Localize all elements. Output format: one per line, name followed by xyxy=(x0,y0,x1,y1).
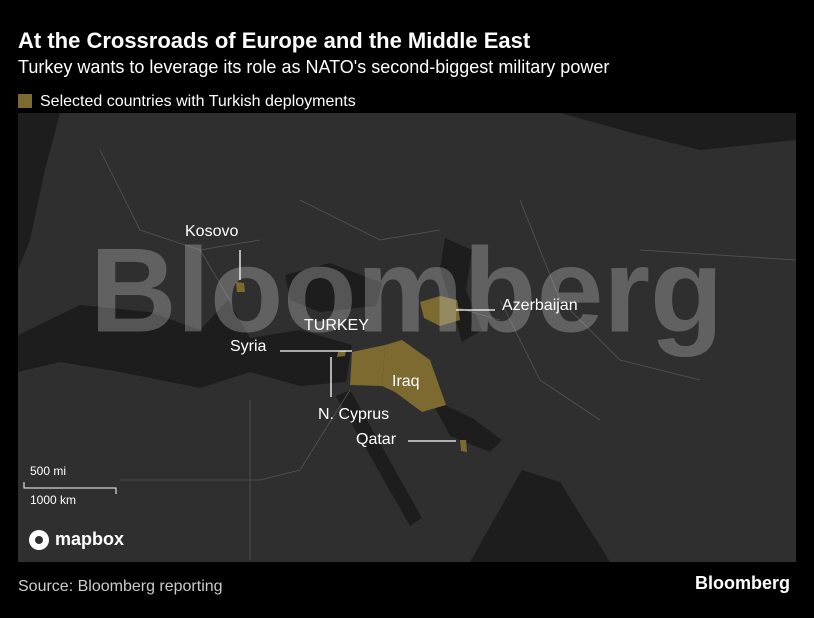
iraq-shape xyxy=(382,340,446,412)
seas xyxy=(18,113,796,562)
legend-label: Selected countries with Turkish deployme… xyxy=(40,93,356,110)
watermark: Bloomberg xyxy=(90,224,723,358)
map-label: Syria xyxy=(230,338,267,355)
attribution[interactable]: mapbox xyxy=(55,529,124,549)
map-label: TURKEY xyxy=(304,317,369,334)
azerbaijan-shape xyxy=(420,296,460,326)
map-label: Iraq xyxy=(392,373,420,390)
scale-bar xyxy=(23,482,117,494)
kosovo-shape xyxy=(236,282,245,292)
mapbox-logo-inner xyxy=(35,536,43,544)
map-label: Qatar xyxy=(356,431,397,448)
cyprus-shape xyxy=(337,350,346,357)
brand: Bloomberg xyxy=(695,573,790,593)
scale-miles: 500 mi xyxy=(30,464,66,478)
map-label: Azerbaijan xyxy=(502,297,578,314)
map: Bloomberg Kosovo Azerbaijan TURKEY Syria… xyxy=(18,113,797,562)
legend-swatch xyxy=(18,94,32,108)
title: At the Crossroads of Europe and the Midd… xyxy=(18,28,531,53)
scale-km: 1000 km xyxy=(30,493,76,507)
highlighted-countries xyxy=(236,282,467,452)
source: Source: Bloomberg reporting xyxy=(18,578,223,595)
map-label: Kosovo xyxy=(185,223,238,240)
qatar-shape xyxy=(460,440,467,452)
subtitle: Turkey wants to leverage its role as NAT… xyxy=(18,57,609,77)
map-label: N. Cyprus xyxy=(318,406,389,423)
syria-shape xyxy=(350,345,385,386)
